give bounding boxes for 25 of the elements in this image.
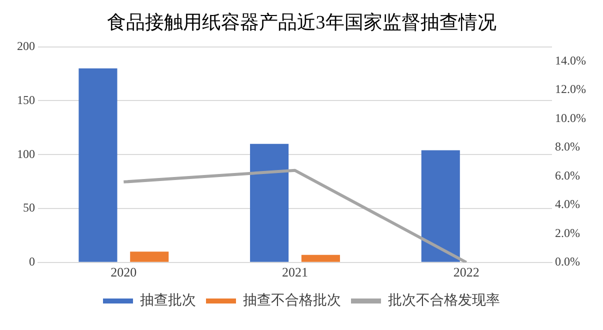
y-tick-label: 200	[17, 38, 35, 53]
y2-tick-label: 10.0%	[555, 110, 586, 125]
bar	[130, 252, 169, 262]
bar	[78, 68, 118, 262]
y2-tick-label: 14.0%	[555, 53, 586, 68]
y2-tick-label: 8.0%	[555, 140, 580, 154]
y-tick-label: 150	[17, 92, 35, 107]
legend-label: 抽查批次	[140, 292, 196, 309]
y-tick-label: 0	[29, 254, 35, 269]
x-tick-label: 2020	[110, 264, 137, 280]
y2-tick-label: 0.0%	[555, 254, 580, 269]
y2-tick-label: 12.0%	[555, 82, 586, 96]
y2-tick-label: 4.0%	[555, 197, 580, 212]
chart-title: 食品接触用纸容器产品近3年国家监督抽查情况	[106, 11, 496, 34]
x-tick-label: 2022	[453, 264, 480, 280]
y2-tick-label: 2.0%	[555, 226, 580, 240]
x-tick-label: 2021	[282, 264, 308, 280]
bar	[421, 150, 460, 262]
y-tick-label: 50	[23, 200, 35, 215]
y2-tick-label: 6.0%	[555, 168, 580, 182]
bar	[250, 144, 289, 262]
legend-label: 抽查不合格批次	[243, 292, 341, 309]
bar	[301, 254, 340, 262]
y-tick-label: 100	[17, 146, 35, 161]
legend-label: 批次不合格发现率	[388, 292, 500, 309]
